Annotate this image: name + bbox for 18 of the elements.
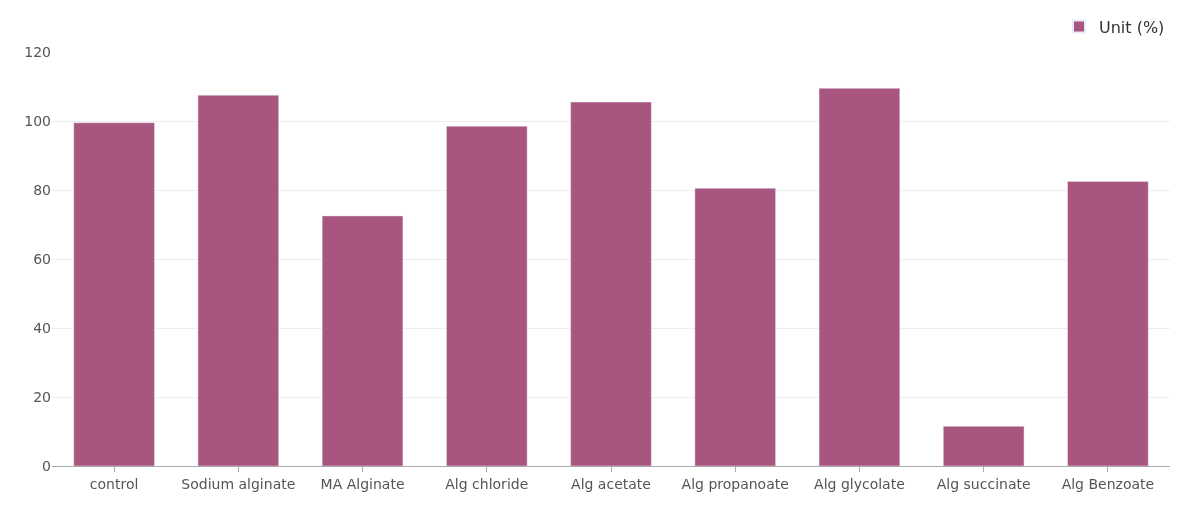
x-tick-label: Alg succinate [936, 475, 1031, 492]
y-tick-label: 120 [24, 43, 51, 60]
x-tick-label: MA Alginate [320, 475, 405, 492]
x-tick-label: Alg propanoate [681, 475, 789, 492]
x-tick-label: Alg acetate [571, 475, 651, 492]
x-tick-label: Alg chloride [445, 475, 529, 492]
bar [943, 426, 1025, 466]
y-tick-label: 40 [33, 319, 51, 336]
y-tick-label: 80 [33, 181, 51, 198]
y-tick-label: 100 [24, 112, 51, 129]
y-tick-label: 0 [42, 457, 51, 474]
x-tick-label: Sodium alginate [181, 475, 296, 492]
x-tick-label: Alg Benzoate [1061, 475, 1155, 492]
y-tick-label: 60 [33, 250, 51, 267]
legend-label: Unit (%) [1099, 17, 1165, 37]
x-tick-label: control [89, 475, 139, 492]
x-tick-label: Alg glycolate [814, 475, 905, 492]
y-tick-label: 20 [33, 388, 51, 405]
